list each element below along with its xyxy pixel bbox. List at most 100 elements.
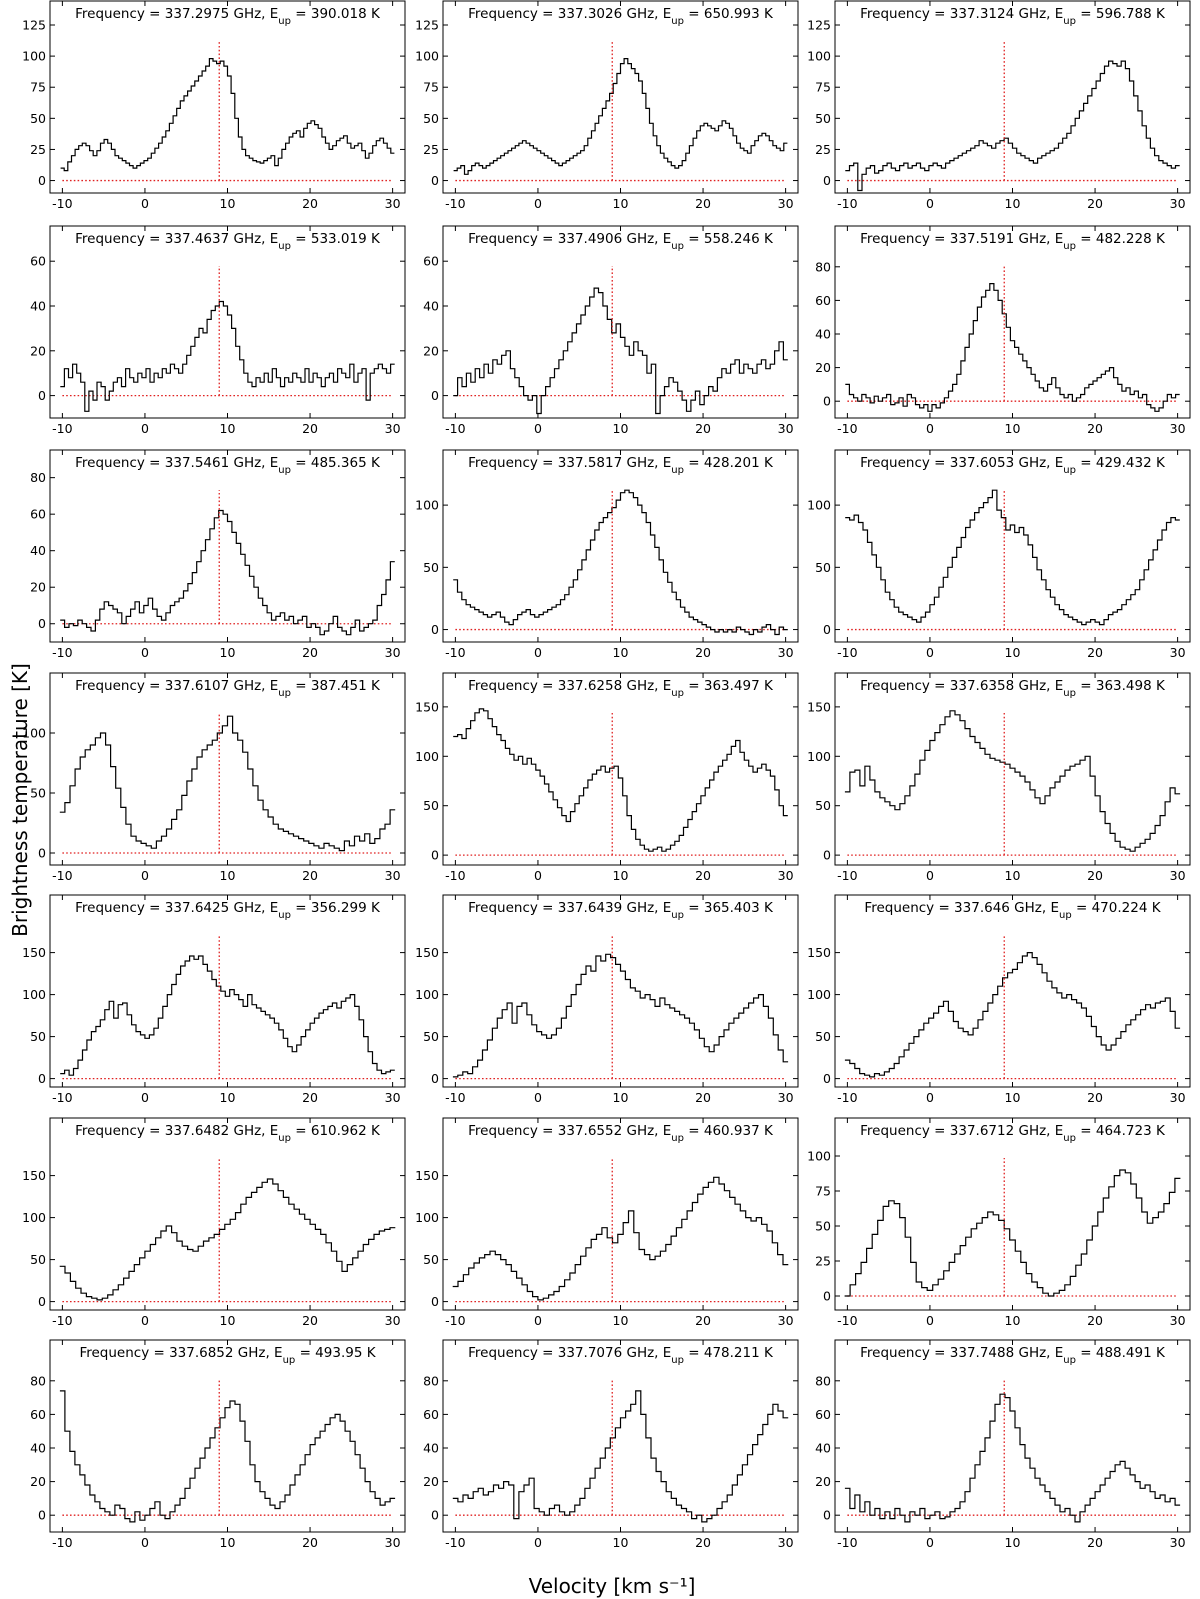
y-tick-label: 0	[823, 848, 831, 863]
x-tick-label: -10	[52, 1090, 72, 1105]
panel-frame	[442, 1117, 799, 1311]
x-tick-label: 30	[1170, 868, 1186, 883]
x-tick-label: 30	[1170, 1535, 1186, 1550]
panel-title-subscript: up	[671, 910, 684, 921]
panel-title-eup: = 558.246 K	[684, 231, 774, 247]
x-tick-label: 20	[1087, 645, 1103, 660]
y-tick-label: 125	[22, 18, 46, 33]
x-tick-label: 0	[926, 1535, 934, 1550]
panel-frame	[442, 449, 799, 643]
panel-title-subscript: up	[1063, 465, 1076, 476]
x-tick-label: 20	[695, 1313, 711, 1328]
spectrum-panel-20: Frequency = 337.7076 GHz, Eup = 478.211 …	[423, 1339, 799, 1550]
x-tick-label: 30	[778, 1090, 794, 1105]
y-tick-label: 25	[423, 142, 439, 157]
panel-title-subscript: up	[278, 16, 291, 27]
spectrum-line	[453, 287, 788, 415]
y-tick-label: 0	[823, 1508, 831, 1523]
spectrum-panel-19: Frequency = 337.6852 GHz, Eup = 493.95 K…	[30, 1339, 406, 1550]
panel-title-subscript: up	[1063, 16, 1076, 27]
x-tick-label: 20	[302, 1535, 318, 1550]
panel-title-frequency: Frequency = 337.6425 GHz, E	[75, 900, 278, 916]
y-tick-label: 150	[22, 945, 46, 960]
spectrum-line	[453, 58, 788, 175]
panel-title-subscript: up	[671, 16, 684, 27]
panel-title: Frequency = 337.6482 GHz, Eup = 610.962 …	[75, 1123, 381, 1144]
y-tick-label: 150	[415, 945, 439, 960]
y-tick-label: 80	[30, 470, 46, 485]
panel-title: Frequency = 337.4637 GHz, Eup = 533.019 …	[75, 231, 381, 252]
spectrum-panel-6: Frequency = 337.5191 GHz, Eup = 482.228 …	[815, 225, 1191, 436]
panel-title: Frequency = 337.6552 GHz, Eup = 460.937 …	[468, 1123, 774, 1144]
panel-title: Frequency = 337.3124 GHz, Eup = 596.788 …	[860, 6, 1166, 27]
panel-title-subscript: up	[1063, 241, 1076, 252]
x-tick-label: 30	[778, 1535, 794, 1550]
x-tick-label: 10	[1005, 1535, 1021, 1550]
y-tick-label: 0	[823, 394, 831, 409]
y-tick-label: 80	[30, 1373, 46, 1388]
x-tick-label: 0	[926, 196, 934, 211]
x-tick-label: 30	[778, 421, 794, 436]
panel-title: Frequency = 337.3026 GHz, Eup = 650.993 …	[468, 6, 774, 27]
x-tick-label: -10	[837, 645, 857, 660]
y-tick-label: 100	[415, 987, 439, 1002]
panel-frame	[49, 894, 406, 1088]
panel-title-eup: = 485.365 K	[291, 455, 381, 471]
panel-title-eup: = 429.432 K	[1076, 455, 1166, 471]
y-tick-label: 50	[815, 798, 831, 813]
panel-frame	[49, 1117, 406, 1311]
spectrum-panel-8: Frequency = 337.5817 GHz, Eup = 428.201 …	[415, 449, 799, 660]
spectrum-line	[452, 953, 789, 1078]
panel-title-frequency: Frequency = 337.6712 GHz, E	[860, 1123, 1063, 1139]
panel-title-eup: = 596.788 K	[1076, 6, 1166, 22]
panel-title-eup: = 363.498 K	[1076, 678, 1166, 694]
panel-title-eup: = 470.224 K	[1072, 900, 1162, 916]
panel-title-frequency: Frequency = 337.4906 GHz, E	[468, 231, 671, 247]
y-tick-label: 60	[30, 507, 46, 522]
panel-title-frequency: Frequency = 337.5191 GHz, E	[860, 231, 1063, 247]
spectrum-panel-3: Frequency = 337.3124 GHz, Eup = 596.788 …	[807, 0, 1191, 211]
x-tick-label: 0	[926, 1313, 934, 1328]
panel-frame	[442, 1339, 799, 1533]
panel-title-eup: = 488.491 K	[1076, 1345, 1166, 1361]
y-tick-label: 40	[423, 1441, 439, 1456]
panel-title-eup: = 428.201 K	[684, 455, 774, 471]
panel-title-eup: = 363.497 K	[684, 678, 774, 694]
y-tick-label: 25	[30, 142, 46, 157]
spectrum-panel-13: Frequency = 337.6425 GHz, Eup = 356.299 …	[22, 894, 406, 1105]
spectrum-line	[60, 58, 395, 172]
panel-title-frequency: Frequency = 337.6107 GHz, E	[75, 678, 278, 694]
x-tick-label: 10	[1005, 868, 1021, 883]
spectrum-panel-18: Frequency = 337.6712 GHz, Eup = 464.723 …	[807, 1117, 1191, 1328]
x-tick-label: 20	[302, 868, 318, 883]
panel-title: Frequency = 337.646 GHz, Eup = 470.224 K	[864, 900, 1161, 921]
y-tick-label: 50	[30, 1029, 46, 1044]
panel-title-subscript: up	[1063, 1133, 1076, 1144]
x-tick-label: 10	[1005, 1090, 1021, 1105]
x-tick-label: -10	[52, 868, 72, 883]
x-tick-label: 30	[778, 196, 794, 211]
y-tick-label: 40	[815, 1441, 831, 1456]
panel-title-subscript: up	[278, 465, 291, 476]
panel-frame	[834, 0, 1191, 194]
y-tick-label: 80	[423, 1373, 439, 1388]
x-tick-label: 20	[1087, 1090, 1103, 1105]
panel-frame	[834, 1117, 1191, 1311]
x-tick-label: 20	[695, 421, 711, 436]
y-axis-label-container: Brightness temperature [K]	[0, 0, 40, 1599]
y-tick-label: 40	[30, 299, 46, 314]
y-tick-label: 50	[815, 560, 831, 575]
x-tick-label: -10	[52, 1313, 72, 1328]
panel-frame	[442, 0, 799, 194]
spectrum-line	[453, 489, 788, 636]
spectrum-panel-14: Frequency = 337.6439 GHz, Eup = 365.403 …	[415, 894, 799, 1105]
panel-title-frequency: Frequency = 337.5461 GHz, E	[75, 455, 278, 471]
y-tick-label: 150	[415, 1168, 439, 1183]
x-tick-label: -10	[837, 196, 857, 211]
panel-title-eup: = 493.95 K	[295, 1345, 376, 1361]
y-tick-label: 50	[423, 798, 439, 813]
y-tick-label: 0	[38, 846, 46, 861]
spectrum-panel-11: Frequency = 337.6258 GHz, Eup = 363.497 …	[415, 672, 799, 883]
x-tick-label: 0	[534, 1313, 542, 1328]
